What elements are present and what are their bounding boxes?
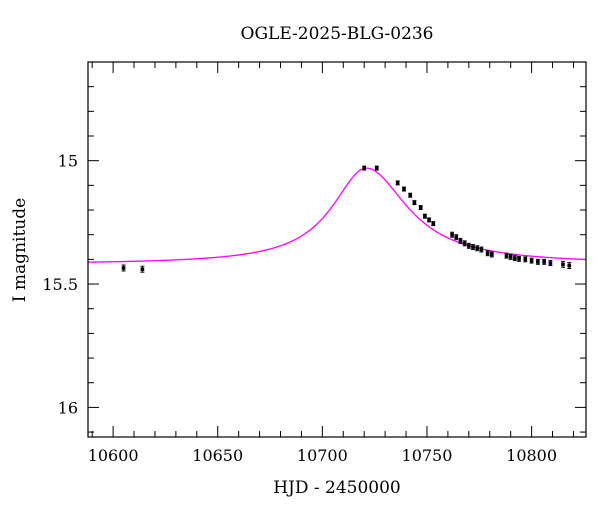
data-point: [489, 251, 494, 258]
point-marker: [561, 262, 565, 267]
point-marker: [529, 258, 534, 263]
data-point: [512, 255, 517, 262]
data-point: [418, 205, 423, 211]
point-marker: [536, 260, 540, 264]
point-marker: [450, 232, 454, 237]
data-point: [475, 245, 480, 252]
data-point: [517, 255, 522, 262]
point-marker: [508, 255, 513, 259]
point-marker: [121, 266, 126, 270]
point-marker: [412, 200, 417, 205]
point-marker: [418, 205, 423, 210]
data-point: [121, 264, 126, 272]
point-marker: [462, 241, 467, 246]
point-marker: [479, 247, 484, 252]
data-point: [479, 246, 484, 253]
x-tick-label: 10600: [88, 446, 139, 465]
data-point: [362, 165, 367, 171]
point-marker: [408, 193, 413, 198]
x-tick-label: 10750: [402, 446, 453, 465]
point-marker: [513, 256, 517, 260]
point-marker: [423, 214, 427, 218]
point-marker: [395, 181, 400, 185]
y-axis-label: I magnitude: [10, 198, 30, 302]
x-tick-label: 10700: [297, 446, 348, 465]
y-tick-label: 16: [58, 398, 78, 417]
data-point: [401, 186, 406, 192]
point-marker: [485, 251, 490, 256]
x-tick-labels: 10600 10650 10700 10750 10800: [88, 446, 557, 465]
data-point: [508, 253, 513, 260]
y-tick-label: 15.5: [42, 275, 78, 294]
data-point: [523, 256, 528, 263]
point-marker: [374, 166, 379, 170]
data-point: [374, 165, 379, 171]
point-marker: [362, 166, 367, 170]
data-point: [412, 200, 417, 206]
point-marker: [454, 235, 459, 239]
point-marker: [548, 261, 553, 265]
point-marker: [458, 239, 463, 243]
chart-title: OGLE-2025-BLG-0236: [241, 24, 434, 44]
data-point: [462, 240, 467, 247]
data-point: [431, 221, 436, 227]
point-marker: [427, 218, 431, 222]
data-point: [140, 265, 145, 273]
data-point: [529, 257, 534, 264]
data-point: [548, 260, 553, 267]
point-marker: [523, 257, 528, 262]
plot-frame: [87, 61, 587, 438]
data-point: [471, 244, 476, 250]
x-tick-label: 10650: [192, 446, 243, 465]
data-point: [535, 258, 540, 265]
data-point: [485, 250, 490, 257]
data-point: [567, 262, 572, 269]
point-marker: [542, 260, 546, 264]
data-points: [121, 165, 572, 273]
data-point: [560, 260, 565, 268]
point-marker: [467, 243, 471, 248]
data-point: [450, 231, 455, 238]
data-point: [408, 192, 413, 198]
point-marker: [475, 246, 479, 251]
point-marker: [504, 253, 509, 258]
data-point: [454, 234, 459, 241]
data-point: [466, 242, 471, 249]
point-marker: [402, 187, 406, 191]
point-marker: [517, 257, 521, 261]
data-point: [458, 237, 463, 244]
point-marker: [471, 245, 475, 249]
model-curve: [87, 167, 587, 263]
y-tick-label: 15: [58, 152, 78, 171]
x-tick-label: 10800: [506, 446, 557, 465]
data-point: [542, 258, 547, 265]
axis-ticks: [88, 61, 586, 437]
point-marker: [140, 267, 145, 272]
point-marker: [490, 252, 494, 257]
data-point: [427, 217, 432, 223]
y-tick-labels: 15 15.5 16: [42, 152, 78, 418]
data-point: [504, 252, 509, 259]
point-marker: [567, 263, 572, 268]
point-marker: [431, 221, 436, 226]
data-point: [422, 213, 427, 219]
x-axis-label: HJD - 2450000: [273, 478, 401, 498]
data-point: [395, 180, 400, 186]
